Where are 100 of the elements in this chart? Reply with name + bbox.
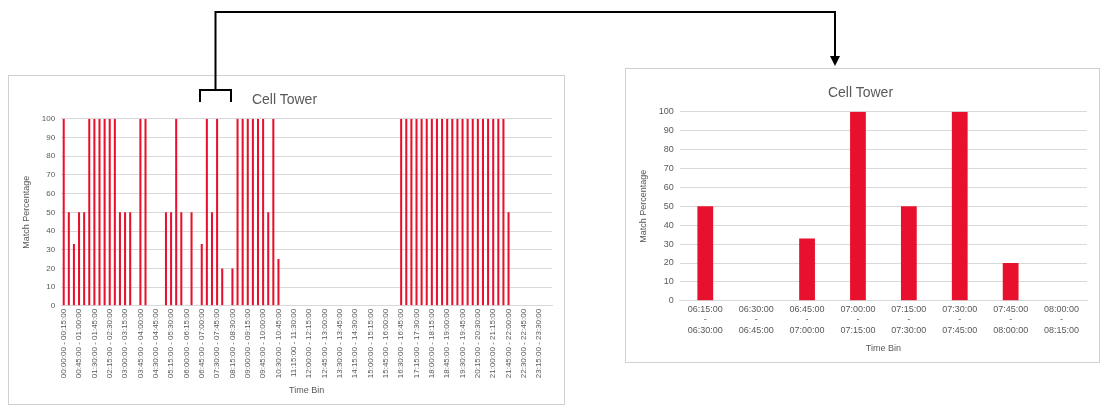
bar (175, 118, 178, 306)
bar (481, 118, 484, 306)
x-tick-label: 21:00:00 - 21:15:00 (488, 308, 498, 379)
bar (267, 212, 270, 306)
bar (697, 206, 714, 301)
x-tick-label: 08:00:00 - 08:15:00 (1044, 303, 1080, 336)
x-tick-label: 01:30:00 - 01:45:00 (89, 308, 99, 379)
x-tick-label: 03:00:00 - 03:15:00 (120, 308, 130, 379)
x-tick-label: 08:15:00 - 08:30:00 (227, 308, 237, 379)
x-axis-title: Time Bin (865, 343, 901, 354)
x-tick-label: 06:45:00 - 07:00:00 (789, 303, 825, 336)
bar (850, 111, 866, 301)
x-tick-label: 07:00:00 - 07:15:00 (840, 303, 876, 336)
bar (262, 118, 265, 306)
bar (430, 118, 433, 306)
x-tick-label: 09:45:00 - 10:00:00 (258, 308, 268, 379)
bar (441, 118, 444, 306)
x-tick-label: 06:30:00 - 06:45:00 (738, 303, 774, 336)
x-tick-label: 19:30:00 - 19:45:00 (457, 308, 467, 379)
x-tick-label: 07:45:00 - 08:00:00 (993, 303, 1029, 336)
bar (129, 212, 132, 306)
bar (170, 212, 173, 306)
bar (251, 118, 254, 306)
bar (951, 111, 968, 301)
bar (507, 212, 510, 306)
bar (492, 118, 495, 306)
y-tick-label: 20 (663, 257, 674, 268)
bar (236, 118, 239, 306)
y-tick-label: 100 (658, 106, 674, 117)
bar (471, 118, 474, 306)
bar (502, 118, 505, 306)
bar (144, 118, 147, 306)
y-tick-label: 30 (46, 244, 56, 254)
bar (466, 118, 469, 306)
x-tick-label: 04:30:00 - 04:45:00 (150, 308, 160, 379)
y-tick-label: 20 (46, 263, 56, 273)
bar (103, 118, 106, 306)
x-tick-label: 20:15:00 - 20:30:00 (473, 308, 483, 379)
bar (799, 238, 815, 301)
y-tick-label: 0 (668, 295, 674, 306)
bar (124, 212, 127, 306)
bar (216, 118, 219, 306)
y-tick-label: 70 (46, 170, 56, 180)
chart-title: Cell Tower (827, 84, 894, 101)
bar (425, 118, 428, 306)
bar (456, 118, 459, 306)
y-tick-label: 80 (663, 144, 674, 155)
bar (900, 206, 917, 301)
bar (210, 212, 214, 306)
x-tick-label: 13:30:00 - 13:45:00 (335, 308, 345, 379)
x-tick-label: 12:00:00 - 12:15:00 (304, 308, 314, 379)
bar (78, 212, 81, 306)
y-tick-label: 60 (46, 188, 56, 198)
bar (180, 212, 183, 306)
y-tick-label: 40 (46, 226, 56, 236)
x-tick-label: 11:15:00 - 11:30:00 (288, 308, 298, 378)
x-tick-label: 21:45:00 - 22:00:00 (503, 308, 513, 379)
y-tick-label: 10 (663, 276, 674, 287)
y-tick-label: 0 (50, 301, 56, 311)
bar (93, 118, 96, 306)
x-tick-label: 00:00:00 - 00:15:00 (58, 308, 68, 379)
bar (139, 118, 142, 306)
bar (113, 118, 116, 306)
x-tick-label: 06:00:00 - 06:15:00 (181, 308, 191, 379)
x-tick-label: 05:15:00 - 05:30:00 (166, 308, 176, 379)
y-tick-label: 70 (663, 162, 674, 173)
y-tick-label: 50 (46, 207, 56, 217)
x-tick-label: 00:45:00 - 01:00:00 (74, 308, 84, 379)
bar (241, 118, 244, 306)
x-axis-title: Time Bin (288, 385, 325, 396)
bar (451, 118, 454, 306)
y-tick-label: 90 (663, 125, 674, 136)
y-tick-label: 50 (663, 200, 674, 211)
x-tick-label: 23:15:00 - 23:30:00 (534, 308, 544, 379)
y-tick-label: 40 (663, 219, 674, 230)
x-tick-label: 10:30:00 - 10:45:00 (273, 308, 283, 379)
y-tick-label: 30 (663, 238, 674, 249)
y-tick-label: 100 (41, 114, 56, 123)
bar (476, 118, 479, 306)
bar (446, 118, 449, 306)
y-axis-title: Match Percentage (637, 169, 648, 243)
y-axis-title: Match Percentage (20, 175, 31, 249)
x-tick-label: 15:00:00 - 15:15:00 (365, 308, 375, 379)
bar (221, 268, 224, 306)
bar (415, 118, 418, 306)
x-tick-label: 02:15:00 - 02:30:00 (104, 308, 114, 379)
bar (487, 118, 490, 306)
bar (205, 118, 208, 306)
bar (231, 268, 234, 306)
bar (164, 212, 167, 306)
bar (420, 118, 423, 306)
bar (1002, 263, 1019, 301)
x-tick-label: 12:45:00 - 13:00:00 (319, 308, 329, 379)
x-tick-label: 18:45:00 - 19:00:00 (442, 308, 452, 379)
bar (272, 118, 275, 306)
bar (98, 118, 101, 306)
bar (256, 118, 260, 306)
bar (72, 244, 75, 306)
x-tick-label: 14:15:00 - 14:30:00 (350, 308, 360, 379)
bar (108, 118, 111, 306)
